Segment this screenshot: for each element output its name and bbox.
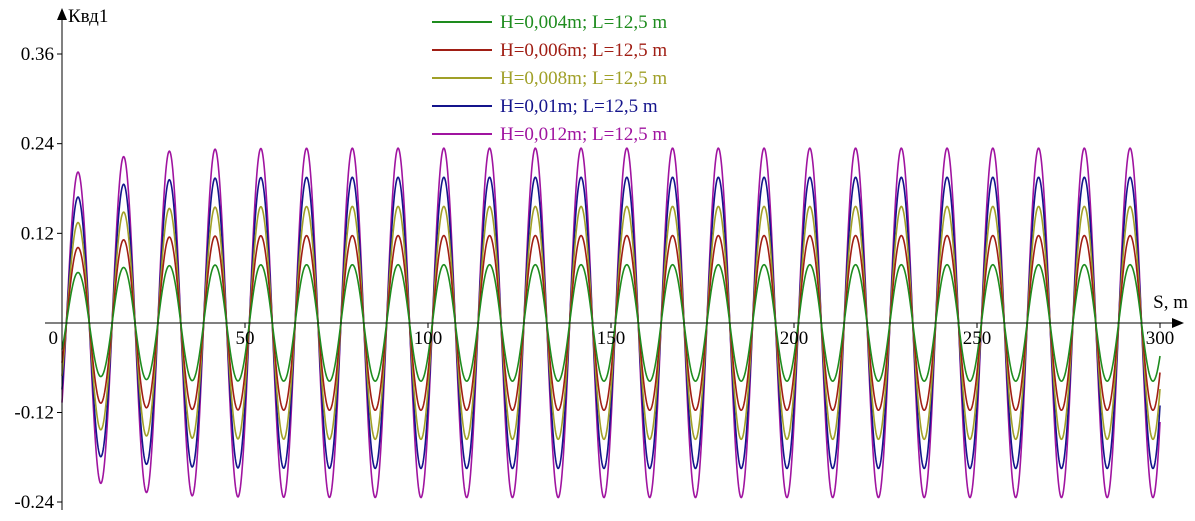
axes-layer: 0 50 100 150 200 250 300 0.36 0.24 0.12 -0.12 -0.24… [14, 6, 1188, 513]
series-layer [61, 147, 1161, 499]
legend-label: H=0,008m; L=12,5 m [500, 68, 667, 89]
x-axis-arrow-icon [1172, 318, 1184, 328]
y-axis-label: Квд1 [68, 6, 108, 27]
legend-item: H=0,01m; L=12,5 m [432, 96, 658, 117]
legend-label: H=0,01m; L=12,5 m [500, 96, 658, 117]
legend-label: H=0,004m; L=12,5 m [500, 12, 667, 33]
x-tick-label: 0 [49, 328, 59, 349]
series-line-3 [61, 205, 1161, 441]
x-tick-label: 300 [1146, 328, 1175, 349]
x-tick-label: 50 [236, 328, 255, 349]
legend-label: H=0,012m; L=12,5 m [500, 124, 667, 145]
legend-item: H=0,004m; L=12,5 m [432, 12, 667, 33]
y-tick-label: -0.12 [14, 403, 54, 424]
series-line-4 [61, 176, 1161, 470]
series-line-2 [61, 234, 1161, 412]
y-tick-label: 0.36 [21, 44, 54, 65]
legend-item: H=0,008m; L=12,5 m [432, 68, 667, 89]
x-tick-label: 100 [414, 328, 443, 349]
y-tick-label: 0.12 [21, 223, 54, 244]
x-tick-label: 250 [963, 328, 992, 349]
legend-label: H=0,006m; L=12,5 m [500, 40, 667, 61]
x-tick-label: 200 [780, 328, 809, 349]
legend: H=0,004m; L=12,5 m H=0,006m; L=12,5 m H=0,… [432, 12, 667, 145]
x-axis-label: S, m [1153, 292, 1188, 313]
series-line-1 [61, 263, 1161, 382]
y-tick-label: -0.24 [14, 492, 54, 513]
x-tick-label: 150 [597, 328, 626, 349]
legend-item: H=0,012m; L=12,5 m [432, 124, 667, 145]
y-tick-label: 0.24 [21, 134, 55, 155]
y-axis-arrow-icon [57, 8, 67, 20]
series-line-5 [61, 147, 1161, 499]
legend-item: H=0,006m; L=12,5 m [432, 40, 667, 61]
